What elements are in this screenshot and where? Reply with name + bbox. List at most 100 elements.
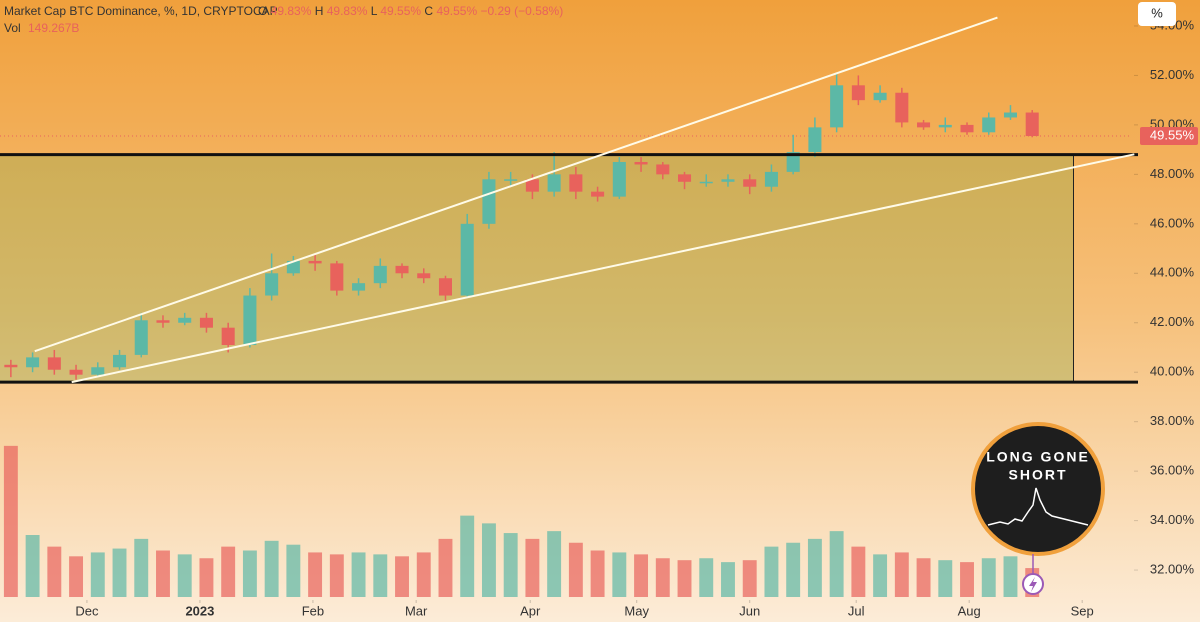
y-tick-label: 44.00% (1150, 265, 1195, 280)
candle-body (265, 273, 279, 296)
candle-body (460, 223, 474, 296)
volume-bar (373, 554, 388, 597)
candle-body (525, 179, 539, 192)
candle-body (417, 273, 431, 279)
volume-bar (416, 552, 431, 597)
candle-body (47, 357, 61, 370)
candle-body (352, 283, 366, 291)
x-tick-label: Aug (958, 603, 981, 618)
volume-bar (960, 562, 974, 597)
plot: 32.00% 34.00% 36.00% 38.00% 40.00% 42.00% 44.0… (0, 16, 1198, 618)
volume-bar (90, 552, 105, 597)
candle-body (743, 179, 757, 187)
x-tick-label: Feb (302, 603, 324, 618)
volume-bar (1003, 556, 1018, 597)
candle-body (830, 85, 844, 128)
candle-body (178, 317, 192, 323)
candle-body (113, 354, 127, 368)
candle-body (134, 320, 148, 355)
volume-bar (547, 531, 562, 597)
ohlc-part: 49.83% (271, 4, 312, 18)
candle-body (156, 320, 170, 323)
candle-body (286, 260, 300, 274)
candle-body (26, 357, 40, 368)
volume-bar (329, 554, 344, 597)
volume-bar (242, 550, 257, 597)
volume-bar (351, 552, 366, 597)
x-tick-label: May (624, 603, 649, 618)
y-tick-label: 48.00% (1150, 166, 1195, 181)
candle-body (851, 85, 865, 101)
volume-bar (221, 546, 236, 597)
candle-body (395, 265, 409, 274)
volume-bar (699, 558, 714, 597)
zone (0, 154, 1074, 383)
logo-text: SHORT (1009, 467, 1068, 483)
trendline (71, 153, 1135, 384)
candle-body (482, 179, 496, 224)
last-price-label: 49.55% (1150, 127, 1195, 142)
candle-body (721, 179, 735, 182)
candle-body (808, 127, 822, 153)
volume-bar (177, 554, 192, 597)
candle-body (569, 174, 583, 192)
ohlc: O 49.83% H 49.83% L 49.55% C 49.55% −0.2… (258, 4, 563, 18)
candle-body (699, 181, 713, 184)
volume-bar (851, 546, 866, 597)
y-tick-label: 40.00% (1150, 364, 1195, 379)
volume-bar (199, 558, 214, 597)
volume-bar (264, 540, 279, 597)
candle-body (547, 174, 561, 192)
x-tick-label: Mar (405, 603, 428, 618)
x-tick-label: Apr (520, 603, 541, 618)
volume-bar (69, 556, 84, 597)
x-tick-label: Jun (739, 603, 760, 618)
candle-body (873, 92, 887, 101)
candle-body (438, 278, 452, 296)
volume-bar (395, 556, 409, 597)
y-tick-label: 46.00% (1150, 215, 1195, 230)
volume-bar (786, 542, 801, 597)
volume-bar (481, 523, 496, 597)
volume-bar (525, 538, 540, 597)
volume-bar (894, 552, 909, 597)
candle-body (4, 364, 18, 368)
volume-bar (873, 554, 888, 597)
x-tick-label: Jul (848, 603, 865, 618)
candle-body (221, 327, 235, 346)
candle-body (656, 164, 670, 175)
lightning-icon (1029, 577, 1037, 592)
candle-body (308, 260, 322, 264)
unit-button[interactable] (1138, 2, 1176, 26)
ohlc-part: 49.55% (380, 4, 421, 18)
unit-button-text[interactable]: % (1151, 5, 1163, 20)
y-tick-label: 52.00% (1150, 67, 1195, 82)
volume-bar (634, 554, 649, 597)
volume-bar (677, 560, 692, 597)
ohlc-part: 49.55% (436, 4, 477, 18)
candle-body (243, 295, 257, 346)
volume-bar (112, 548, 127, 597)
volume-bar (721, 562, 735, 597)
volume-bar (938, 560, 953, 597)
ohlc-part: −0.29 (−0.58%) (480, 4, 563, 18)
candle-body (199, 317, 213, 328)
volume-bar (156, 550, 170, 597)
trendline (34, 16, 998, 353)
volume-bar (916, 558, 931, 597)
volume-bar (981, 558, 996, 597)
volume-bar (438, 538, 453, 597)
volume-bar (655, 558, 670, 597)
volume-bar (568, 542, 583, 597)
volume-bar (764, 546, 779, 597)
ohlc-part: 49.83% (327, 4, 368, 18)
logo-graphic (987, 487, 1089, 526)
last-price-tag (1140, 127, 1198, 146)
x-tick-label: Dec (75, 603, 99, 618)
y-tick-label: 36.00% (1150, 463, 1195, 478)
candle-body (634, 161, 648, 165)
volume-label: 149.267B (28, 21, 79, 35)
y-tick-label: 34.00% (1150, 512, 1195, 527)
